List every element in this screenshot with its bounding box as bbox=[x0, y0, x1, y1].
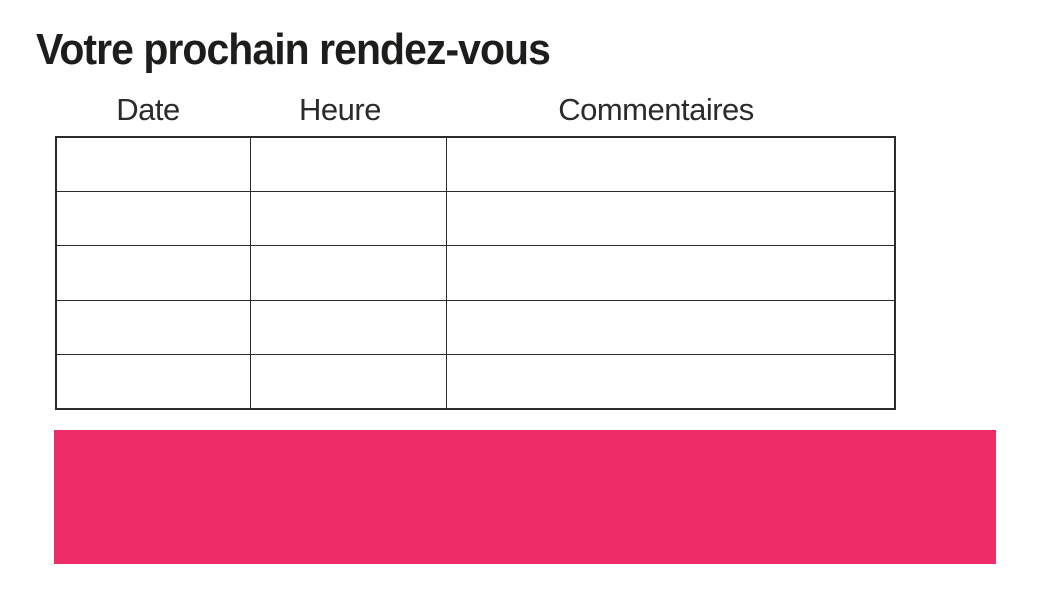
column-header-date: Date bbox=[116, 92, 180, 127]
table-cell-date bbox=[55, 299, 251, 356]
table-header-row: Date Heure Commentaires bbox=[56, 94, 895, 125]
table-row bbox=[55, 136, 896, 192]
table-row bbox=[55, 245, 896, 301]
column-header-heure: Heure bbox=[299, 92, 381, 127]
table-cell-heure bbox=[249, 299, 447, 356]
table-cell-commentaires bbox=[445, 136, 896, 192]
page-title: Votre prochain rendez-vous bbox=[36, 25, 551, 74]
table-cell-heure bbox=[249, 245, 447, 301]
table-cell-commentaires bbox=[445, 245, 896, 301]
table-cell-heure bbox=[249, 354, 447, 410]
table-cell-commentaires bbox=[445, 354, 896, 410]
table-cell-date bbox=[55, 190, 251, 247]
appointment-table bbox=[55, 136, 896, 410]
highlight-bar bbox=[54, 430, 996, 564]
table-cell-heure bbox=[249, 190, 447, 247]
table-row bbox=[55, 190, 896, 247]
table-cell-date bbox=[55, 136, 251, 192]
table-cell-date bbox=[55, 245, 251, 301]
table-cell-commentaires bbox=[445, 299, 896, 356]
table-row bbox=[55, 354, 896, 410]
table-cell-commentaires bbox=[445, 190, 896, 247]
table-cell-heure bbox=[249, 136, 447, 192]
column-header-commentaires: Commentaires bbox=[558, 92, 754, 127]
table-cell-date bbox=[55, 354, 251, 410]
table-row bbox=[55, 299, 896, 356]
